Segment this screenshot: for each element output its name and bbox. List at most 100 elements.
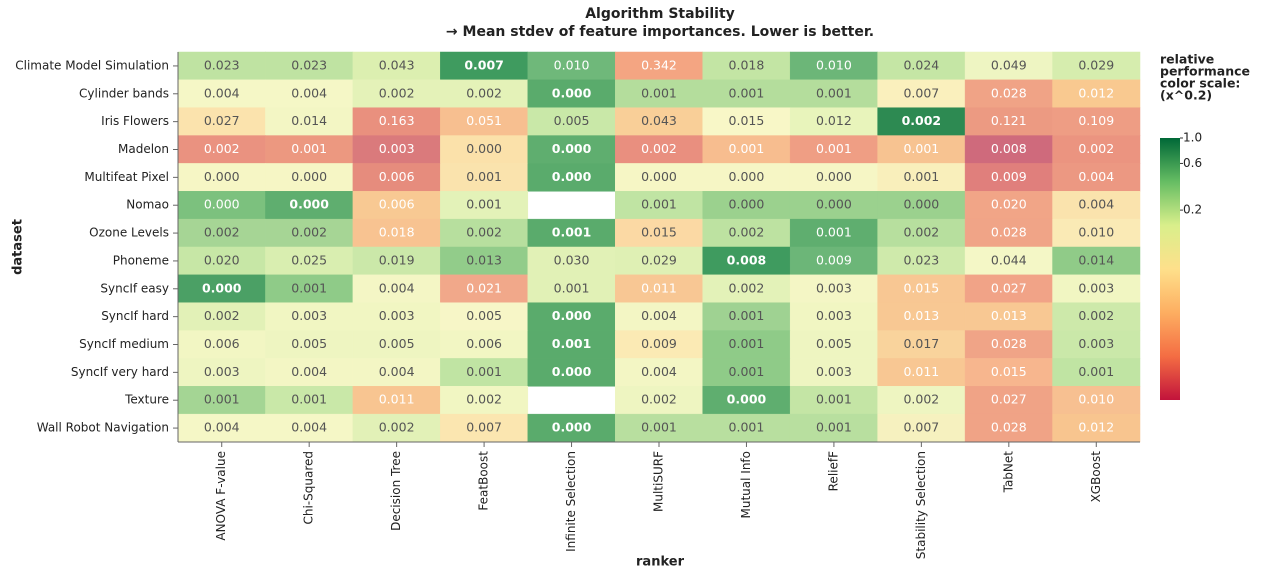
cell-label: 0.028 (991, 85, 1027, 100)
cell-label: 0.002 (379, 420, 415, 435)
cell-label: 0.043 (641, 113, 677, 128)
cell-label: 0.018 (379, 225, 415, 240)
cell-label: 0.001 (466, 197, 502, 212)
cell-label: 0.001 (816, 141, 852, 156)
cell-label: 0.010 (554, 57, 590, 72)
heatmap-cell (964, 302, 1053, 331)
cell-label: 0.001 (729, 141, 765, 156)
heatmap-cell (352, 386, 441, 415)
cell-label: 0.001 (1078, 364, 1114, 379)
cell-label: 0.014 (291, 113, 327, 128)
heatmap-cell (440, 246, 529, 276)
cell-label: 0.109 (1078, 113, 1114, 128)
heatmap-cell (615, 51, 703, 81)
cell-label: 0.009 (641, 336, 677, 351)
cell-label: 0.007 (903, 420, 939, 435)
y-axis-label: dataset (11, 219, 26, 275)
heatmap-cell (177, 413, 266, 443)
cell-label: 0.001 (816, 85, 852, 100)
cell-label: 0.121 (991, 113, 1027, 128)
heatmap-cell (177, 330, 266, 359)
heatmap-cell (615, 358, 703, 387)
cell-label: 0.002 (1078, 141, 1114, 156)
y-tick-label: Climate Model Simulation (15, 58, 169, 72)
heatmap-cell (789, 358, 878, 387)
cell-label: 0.000 (466, 141, 502, 156)
cell-label: 0.003 (379, 141, 415, 156)
cell-label: 0.024 (903, 57, 939, 72)
legend-tick-label: 0.6 (1183, 156, 1202, 170)
cell-label: 0.049 (991, 57, 1027, 72)
heatmap-cell (964, 79, 1053, 108)
legend-tick-label: 1.0 (1183, 131, 1202, 145)
cell-label: 0.003 (291, 308, 327, 323)
cell-label: 0.003 (816, 364, 852, 379)
cell-label: 0.002 (466, 85, 502, 100)
heatmap-cell (877, 246, 966, 276)
cell-label: 0.005 (816, 336, 852, 351)
cell-label: 0.008 (727, 252, 767, 267)
cell-label: 0.004 (291, 364, 327, 379)
cell-label: 0.000 (552, 85, 592, 100)
cell-label: 0.004 (379, 280, 415, 295)
heatmap-cell (702, 413, 791, 443)
cell-label: 0.005 (554, 113, 590, 128)
heatmap-cell (527, 163, 616, 192)
heatmap-cell (789, 107, 878, 136)
heatmap-cell (265, 302, 354, 331)
cell-label: 0.010 (1078, 392, 1114, 407)
heatmap-cell (440, 302, 529, 331)
cell-label: 0.011 (903, 364, 939, 379)
heatmap-cell (1052, 191, 1141, 220)
cell-label: 0.025 (291, 252, 327, 267)
heatmap-cell (440, 191, 529, 220)
heatmap-cell (964, 358, 1053, 387)
heatmap-cell (877, 191, 966, 220)
heatmap-cell (265, 107, 354, 136)
heatmap-cell (702, 274, 791, 303)
heatmap-cell (964, 107, 1053, 136)
cell-label: 0.001 (204, 392, 240, 407)
heatmap-cell (964, 191, 1053, 220)
cell-label: 0.043 (379, 57, 415, 72)
cell-label: 0.006 (379, 169, 415, 184)
cell-label: 0.002 (729, 225, 765, 240)
cell-label: 0.017 (903, 336, 939, 351)
cell-label: 0.023 (204, 57, 240, 72)
x-tick-label: Mutual Info (739, 451, 753, 518)
cell-label: 0.028 (991, 225, 1027, 240)
y-tick-label: Madelon (118, 142, 169, 156)
cell-label: 0.001 (554, 280, 590, 295)
heatmap-cell (177, 358, 266, 387)
cell-label: 0.000 (552, 420, 592, 435)
cell-label: 0.001 (641, 85, 677, 100)
cell-label: 0.027 (204, 113, 240, 128)
x-tick-label: Infinite Selection (564, 451, 578, 552)
heatmap-cell (177, 246, 266, 276)
cell-label: 0.003 (379, 308, 415, 323)
cell-label: 0.001 (729, 85, 765, 100)
heatmap-cell (1052, 274, 1141, 303)
cell-label: 0.001 (816, 225, 852, 240)
cell-label: 0.004 (379, 364, 415, 379)
heatmap-cell (527, 413, 616, 443)
cell-label: 0.020 (204, 252, 240, 267)
heatmap-cell (440, 51, 529, 81)
cell-label: 0.014 (1078, 252, 1114, 267)
heatmap-cell (177, 135, 266, 164)
heatmap-cell (964, 413, 1053, 443)
cell-label: 0.002 (204, 225, 240, 240)
heatmap-cell (177, 163, 266, 192)
heatmap-cell (964, 330, 1053, 359)
cell-label: 0.001 (641, 420, 677, 435)
heatmap-cell (789, 135, 878, 164)
heatmap-cell (352, 163, 441, 192)
cell-label: 0.003 (816, 308, 852, 323)
cell-label: 0.000 (552, 308, 592, 323)
cell-label: 0.002 (903, 392, 939, 407)
cell-label: 0.003 (1078, 280, 1114, 295)
heatmap-cell (789, 413, 878, 443)
cell-label: 0.001 (291, 392, 327, 407)
heatmap-cell (702, 218, 791, 248)
y-tick-label: Ozone Levels (89, 226, 169, 240)
